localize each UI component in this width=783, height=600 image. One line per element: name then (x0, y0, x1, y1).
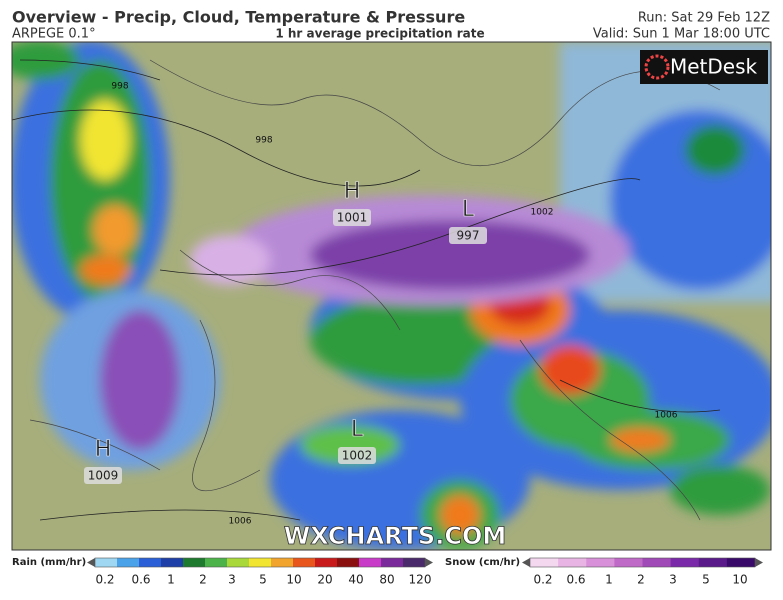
legend-tick-label: 0.6 (131, 573, 150, 587)
legend-frame (529, 557, 756, 568)
legend-swatch (586, 558, 615, 567)
legend-tick-label: 5 (702, 573, 710, 587)
legend-swatch (642, 558, 672, 567)
isobars (12, 59, 721, 521)
legend-swatch (726, 558, 756, 567)
legend-tick-label: 3 (228, 573, 236, 587)
valid-time: Valid: Sun 1 Mar 18:00 UTC (593, 27, 770, 42)
legend-tick-label: 3 (669, 573, 677, 587)
pressure-value: 1009 (88, 469, 119, 483)
legend-tick-label: 0.2 (533, 573, 552, 587)
legend-swatch (117, 558, 140, 567)
logo-icon (644, 54, 670, 80)
pressure-value: 997 (457, 229, 480, 243)
legend-tick-label: 10 (732, 573, 747, 587)
legend-swatch (614, 558, 643, 567)
pressure-center-kind: H (95, 437, 112, 462)
pressure-value: 1002 (342, 449, 373, 463)
legend-swatch (530, 558, 559, 567)
legend-tick-label: 10 (286, 573, 301, 587)
legend-tick-label: 40 (348, 573, 363, 587)
legend-title: Rain (mm/hr) (12, 557, 86, 568)
watermark: WXCHARTS.COM (284, 522, 506, 550)
isobar-label: 998 (111, 82, 128, 92)
pressure-value-box (338, 447, 376, 464)
pressure-value-box (333, 209, 371, 226)
legend-tick-label: 80 (379, 573, 394, 587)
legend-tick-label: 1 (167, 573, 175, 587)
legend-tick-label: 20 (317, 573, 332, 587)
pressure-center-kind: L (462, 197, 475, 222)
legend-swatch (271, 558, 294, 567)
isobar-label: 998 (255, 136, 272, 146)
legend-tick-label: 120 (409, 573, 432, 587)
isobar-label: 1006 (229, 517, 252, 527)
model: ARPEGE 0.1° (12, 27, 96, 42)
run-time: Run: Sat 29 Feb 12Z (638, 11, 770, 26)
legend-swatch (359, 558, 382, 567)
legend-swatch (381, 558, 404, 567)
legend-swatch (558, 558, 587, 567)
title: Overview - Precip, Cloud, Temperature & … (12, 8, 465, 27)
legend-swatch (161, 558, 184, 567)
legend-swatch (183, 558, 206, 567)
pressure-center-kind: H (344, 179, 361, 204)
map: MetDesk WXCHARTS.COM H 1001 L 997 L 1002 H 1009… (12, 42, 771, 550)
pressure-value-box (84, 467, 122, 484)
legend-tick-label: 1 (605, 573, 613, 587)
map-frame (11, 41, 772, 551)
legend-swatch (95, 558, 118, 567)
legend-swatch (205, 558, 228, 567)
legend-tick-label: 5 (259, 573, 267, 587)
legend-tick-label: 2 (637, 573, 645, 587)
legend-swatch (139, 558, 162, 567)
pressure-center-kind: L (351, 417, 364, 442)
legend-tick-label: 0.2 (95, 573, 114, 587)
subtitle: 1 hr average precipitation rate (275, 27, 484, 41)
legend-frame (94, 557, 426, 568)
pressure-value: 1001 (337, 211, 368, 225)
legend-swatch (293, 558, 316, 567)
precip-field (12, 42, 771, 550)
pressure-value-box (449, 227, 487, 244)
legend-swatch (249, 558, 272, 567)
legend-swatch (698, 558, 728, 567)
borders (29, 59, 721, 521)
legend-swatch (670, 558, 700, 567)
legend-swatch (403, 558, 426, 567)
isobar-label: 1006 (655, 411, 678, 421)
legend-tick-label: 2 (199, 573, 207, 587)
legend-swatch (315, 558, 338, 567)
legend-swatch (337, 558, 360, 567)
logo: MetDesk (670, 55, 758, 79)
legend-tick-label: 0.6 (566, 573, 585, 587)
legend-swatch (227, 558, 250, 567)
legend-title: Snow (cm/hr) (445, 557, 520, 568)
isobar-label: 1002 (531, 208, 554, 218)
